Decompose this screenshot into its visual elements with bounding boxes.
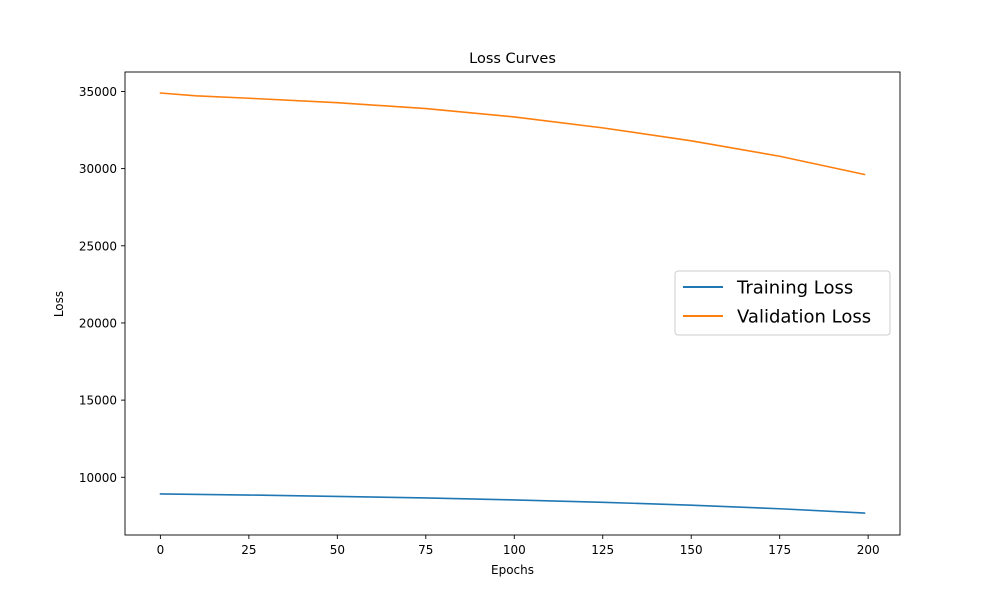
x-tick-label: 150	[680, 543, 703, 557]
series-line-training-loss	[159, 493, 866, 514]
y-axis: 10000 15000 20000 25000 30000 35000	[79, 85, 125, 485]
series-line-validation-loss	[159, 92, 866, 176]
legend-label-validation-loss: Validation Loss	[737, 307, 871, 328]
x-tick-label: 100	[503, 543, 526, 557]
y-axis-label: Loss	[52, 291, 66, 317]
x-axis-label: Epochs	[491, 563, 534, 577]
x-tick-label: 175	[768, 543, 791, 557]
plot-area	[124, 71, 901, 536]
x-tick-label: 0	[157, 543, 165, 557]
x-tick-label: 75	[418, 543, 433, 557]
x-axis: 0 25 50 75 100 125 150 175 200	[157, 535, 880, 557]
y-tick-label: 15000	[79, 394, 117, 408]
y-tick-label: 35000	[79, 85, 117, 99]
x-tick-label: 125	[591, 543, 614, 557]
x-tick-label: 200	[857, 543, 880, 557]
axes-frame	[124, 71, 901, 536]
y-tick-label: 30000	[79, 162, 117, 176]
legend-label-training-loss: Training Loss	[736, 278, 853, 299]
legend: Training Loss Validation Loss	[674, 270, 891, 336]
chart-title: Loss Curves	[469, 51, 556, 67]
y-tick-label: 10000	[79, 471, 117, 485]
y-tick-label: 20000	[79, 316, 117, 330]
x-tick-label: 25	[241, 543, 256, 557]
legend-box	[674, 270, 891, 336]
x-tick-label: 50	[330, 543, 345, 557]
y-tick-label: 25000	[79, 239, 117, 253]
